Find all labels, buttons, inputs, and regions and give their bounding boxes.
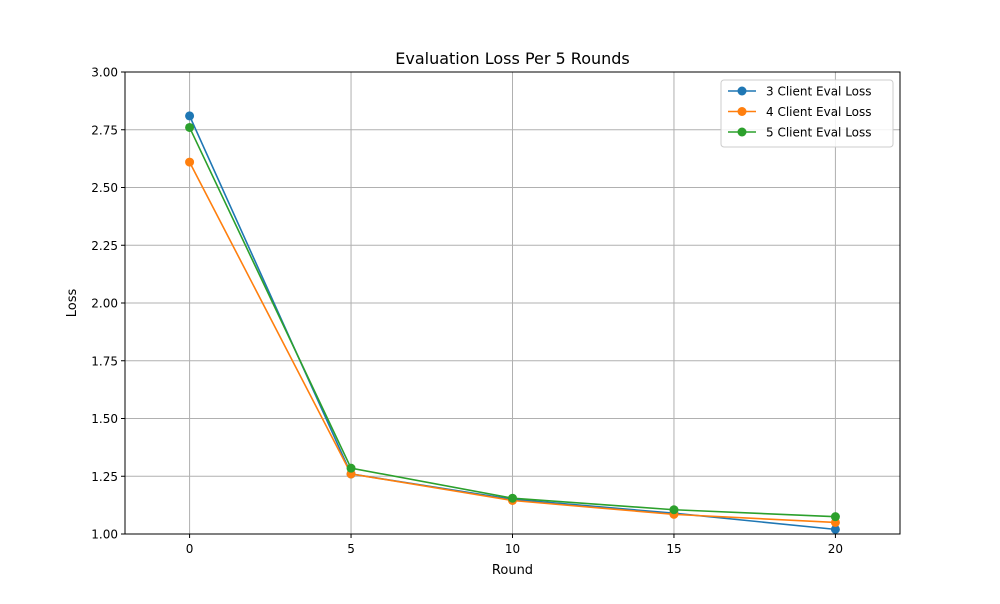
- x-tick-label: 0: [186, 542, 194, 556]
- y-axis-label: Loss: [65, 289, 80, 318]
- series-3-point: [830, 512, 840, 522]
- y-tick-label: 2.00: [91, 297, 118, 311]
- series-1-point: [185, 111, 195, 121]
- series-3-point: [185, 122, 195, 132]
- y-tick-label: 2.75: [91, 123, 118, 137]
- y-tick-label: 2.25: [91, 239, 118, 253]
- y-tick-label: 2.50: [91, 181, 118, 195]
- x-tick-label: 10: [505, 542, 520, 556]
- legend-label: 4 Client Eval Loss: [766, 105, 872, 119]
- series-1-point: [830, 524, 840, 534]
- series-2-point: [185, 157, 195, 167]
- legend-box: [720, 79, 894, 148]
- y-tick-label: 3.00: [91, 66, 118, 80]
- y-tick-label: 1.75: [91, 354, 118, 368]
- series-layer: [185, 111, 840, 534]
- legend-marker: [737, 127, 747, 137]
- series-3-point: [669, 505, 679, 515]
- y-tick-label: 1.25: [91, 470, 118, 484]
- y-tick-label: 1.50: [91, 412, 118, 426]
- legend-marker: [737, 86, 747, 96]
- series-3-point: [346, 463, 356, 473]
- x-tick-label: 5: [347, 542, 355, 556]
- x-axis-label: Round: [492, 563, 533, 578]
- series-3-point: [508, 493, 517, 503]
- axis-ticks: 0 5 10 15 20 1.00 1.25 1.50 1.75 2.00 2.25 2.50 2.75…: [91, 66, 843, 557]
- legend-label: 3 Client Eval Loss: [766, 85, 872, 99]
- chart-title: Evaluation Loss Per 5 Rounds: [395, 49, 630, 68]
- legend-marker: [737, 107, 747, 116]
- y-tick-label: 1.00: [91, 528, 118, 542]
- x-tick-label: 15: [666, 542, 681, 556]
- legend-label: 5 Client Eval Loss: [766, 126, 872, 140]
- x-tick-label: 20: [828, 542, 843, 556]
- legend: 3 Client Eval Loss 4 Client Eval Loss 5 Cl…: [720, 79, 894, 148]
